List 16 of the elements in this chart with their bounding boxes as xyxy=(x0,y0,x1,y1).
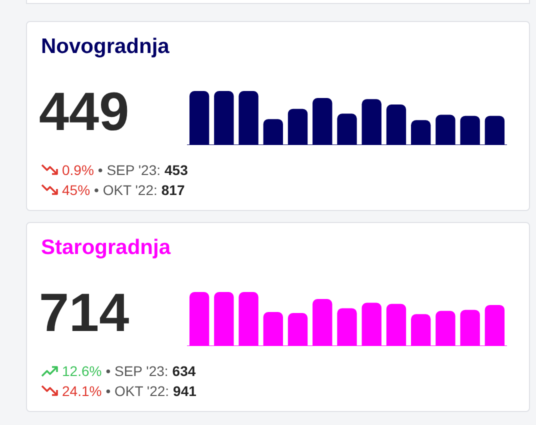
chart-title: Starogradnja xyxy=(41,236,171,260)
text: 941 xyxy=(173,383,196,399)
text: 0.9% xyxy=(62,162,94,178)
text: 453 xyxy=(164,162,188,178)
text: • OKT '22: xyxy=(106,383,170,399)
text: 817 xyxy=(161,182,185,198)
chart-title: Novogradnja xyxy=(41,35,170,59)
text: • SEP '23: xyxy=(106,363,168,379)
text: 24.1% xyxy=(62,383,102,399)
text: • OKT '22: xyxy=(94,182,158,198)
text: 449 xyxy=(39,81,130,144)
text: 12.6% xyxy=(62,363,102,379)
text: 45% xyxy=(62,182,90,198)
text: • SEP '23: xyxy=(98,162,160,178)
text: 714 xyxy=(39,282,130,345)
text: 634 xyxy=(172,363,196,379)
